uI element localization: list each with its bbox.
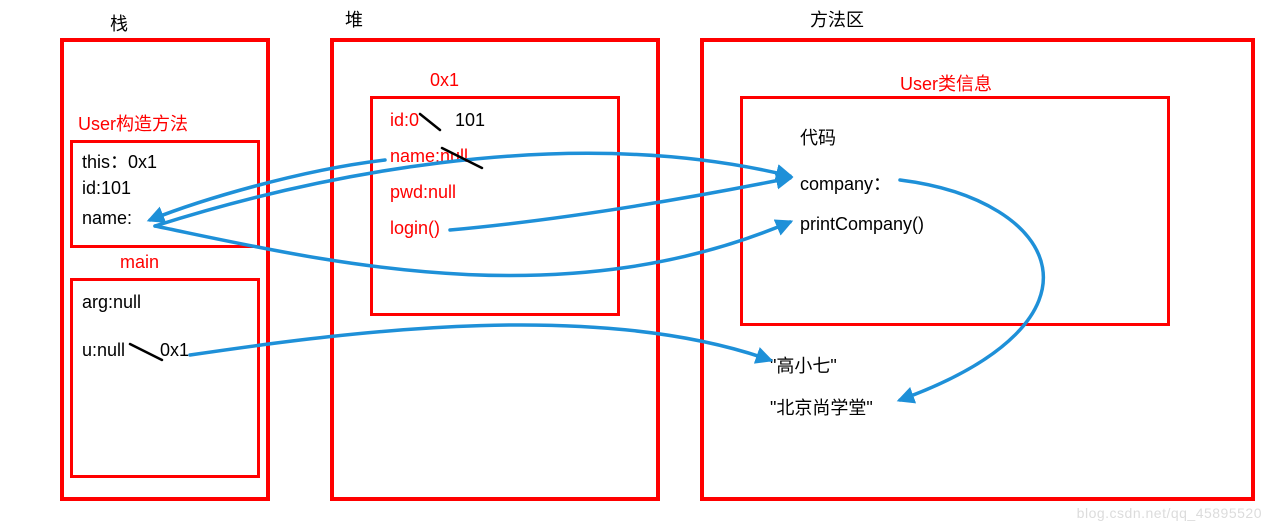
ctor-line-0: this：0x1 xyxy=(82,148,157,174)
method-title: 方法区 xyxy=(810,6,864,32)
hobj-line-1: name:null xyxy=(390,146,468,167)
main-label: main xyxy=(120,252,159,273)
heap-obj-title: 0x1 xyxy=(430,70,459,91)
cls-line-2: printCompany() xyxy=(800,214,924,235)
main-line-0: arg:null xyxy=(82,292,141,313)
hobj-line-2: pwd:null xyxy=(390,182,456,203)
main-line-1-rep: 0x1 xyxy=(160,340,189,361)
main-line-1: u:null xyxy=(82,340,125,361)
watermark: blog.csdn.net/qq_45895520 xyxy=(1077,505,1262,521)
hobj-line-0: id:0 xyxy=(390,110,419,131)
cls-line-1: company： xyxy=(800,170,891,196)
constructor-label: User构造方法 xyxy=(78,110,188,136)
hobj-line-3: login() xyxy=(390,218,440,239)
class-title: User类信息 xyxy=(900,70,992,96)
heap-title: 堆 xyxy=(345,6,363,32)
string-0: "高小七" xyxy=(770,352,837,378)
ctor-line-1: id:101 xyxy=(82,178,131,199)
string-1: "北京尚学堂" xyxy=(770,394,873,420)
hobj-line-0-rep: 101 xyxy=(455,110,485,131)
cls-line-0: 代码 xyxy=(800,124,836,150)
stack-title: 栈 xyxy=(110,10,128,36)
ctor-line-2: name: xyxy=(82,208,132,229)
